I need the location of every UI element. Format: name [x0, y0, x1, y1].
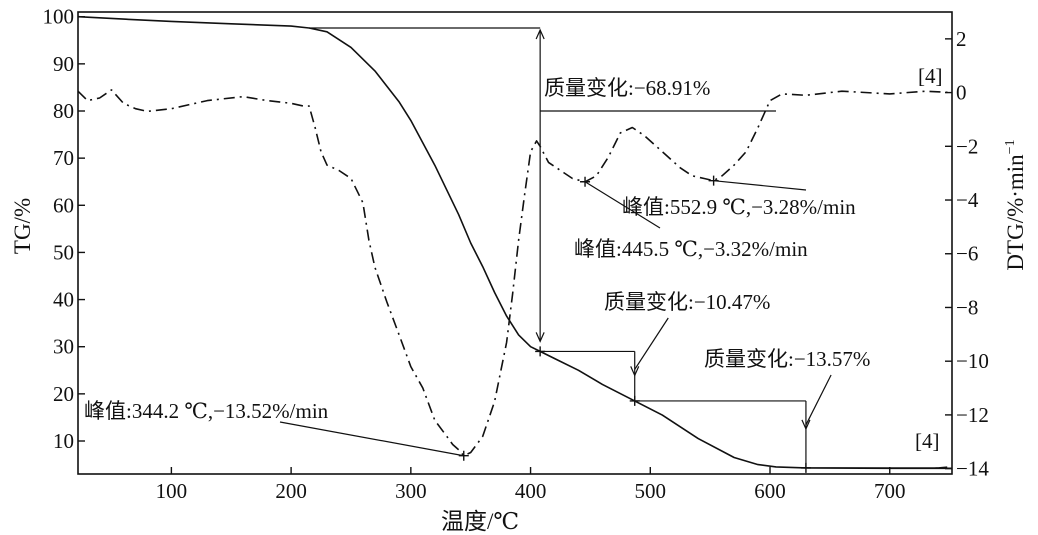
tg-node-487 — [629, 395, 640, 406]
y-right-tick-label--12: −12 — [956, 403, 989, 427]
peak-label-445: 峰值:445.5 ℃,−3.32%/min — [574, 237, 808, 261]
x-axis-title: 温度/℃ — [441, 509, 519, 534]
mass-change-2-leader — [634, 317, 669, 370]
y-left-axis-title: TG/% — [10, 198, 35, 254]
y-right-axis-title-sup: −1 — [1003, 139, 1018, 154]
series-line-tg — [77, 15, 952, 470]
plot-frame — [77, 11, 953, 475]
tg-node-630 — [800, 462, 811, 473]
y-right-tick-label--2: −2 — [956, 134, 978, 158]
peak-marker-0 — [458, 450, 469, 461]
mass-change-label-3: 质量变化:−13.57% — [704, 347, 870, 371]
reference-label-bottom: [4] — [915, 429, 940, 453]
peak-marker-1 — [580, 176, 591, 187]
peak-marker-2 — [708, 175, 719, 186]
x-tick-label-100: 100 — [156, 479, 188, 503]
y-right-tick-label--10: −10 — [956, 349, 989, 373]
y-left-tick-label-10: 10 — [53, 429, 74, 453]
peak-445-leader — [584, 181, 661, 229]
y-left-tick-label-80: 80 — [53, 99, 74, 123]
y-left-tick-label-40: 40 — [53, 288, 74, 312]
mass-change-1-arrow-head-top — [535, 28, 545, 40]
reference-label-top: [4] — [918, 64, 943, 88]
tg-node-408 — [535, 346, 546, 357]
mass-change-label-1: 质量变化:−68.91% — [544, 76, 710, 100]
mass-change-2-arrow-head — [630, 366, 640, 377]
y-right-tick-label-2: 2 — [956, 27, 967, 51]
y-left-tick-label-30: 30 — [53, 335, 74, 359]
y-left-tick-label-70: 70 — [53, 146, 74, 170]
y-left-tick-label-90: 90 — [53, 52, 74, 76]
y-left-tick-label-50: 50 — [53, 240, 74, 264]
x-tick-label-300: 300 — [395, 479, 427, 503]
y-right-axis-title: DTG/%·min−1 — [1003, 139, 1028, 270]
x-tick-label-600: 600 — [754, 479, 786, 503]
mass-change-label-2: 质量变化:−10.47% — [604, 290, 770, 314]
y-left-tick-label-60: 60 — [53, 193, 74, 217]
peak-552-leader — [713, 180, 807, 191]
peak-label-344: 峰值:344.2 ℃,−13.52%/min — [84, 399, 329, 423]
y-right-axis-title-main: DTG/%·min — [1003, 154, 1028, 271]
y-left-tick-label-20: 20 — [53, 382, 74, 406]
x-tick-label-500: 500 — [635, 479, 667, 503]
series-group — [77, 15, 953, 470]
y-right-tick-label--14: −14 — [956, 457, 989, 481]
x-tick-label-200: 200 — [275, 479, 307, 503]
y-right-tick-label--8: −8 — [956, 295, 978, 319]
mass-change-1-arrow-head-bottom — [535, 332, 545, 343]
y-right-tick-label--6: −6 — [956, 242, 978, 266]
mass-change-3-arrow-head — [801, 419, 811, 431]
x-tick-label-700: 700 — [874, 479, 906, 503]
x-tick-label-400: 400 — [515, 479, 547, 503]
peak-344-leader — [279, 421, 464, 457]
peak-label-552: 峰值:552.9 ℃,−3.28%/min — [622, 195, 856, 219]
y-right-tick-label-0: 0 — [956, 81, 967, 105]
ticks-group: 100 200 300 400 500 600 7001009080706050403020… — [43, 5, 990, 503]
y-left-tick-label-100: 100 — [43, 5, 75, 29]
y-right-tick-label--4: −4 — [956, 188, 979, 212]
mass-change-3-leader — [805, 374, 832, 426]
peak-markers — [458, 175, 811, 473]
